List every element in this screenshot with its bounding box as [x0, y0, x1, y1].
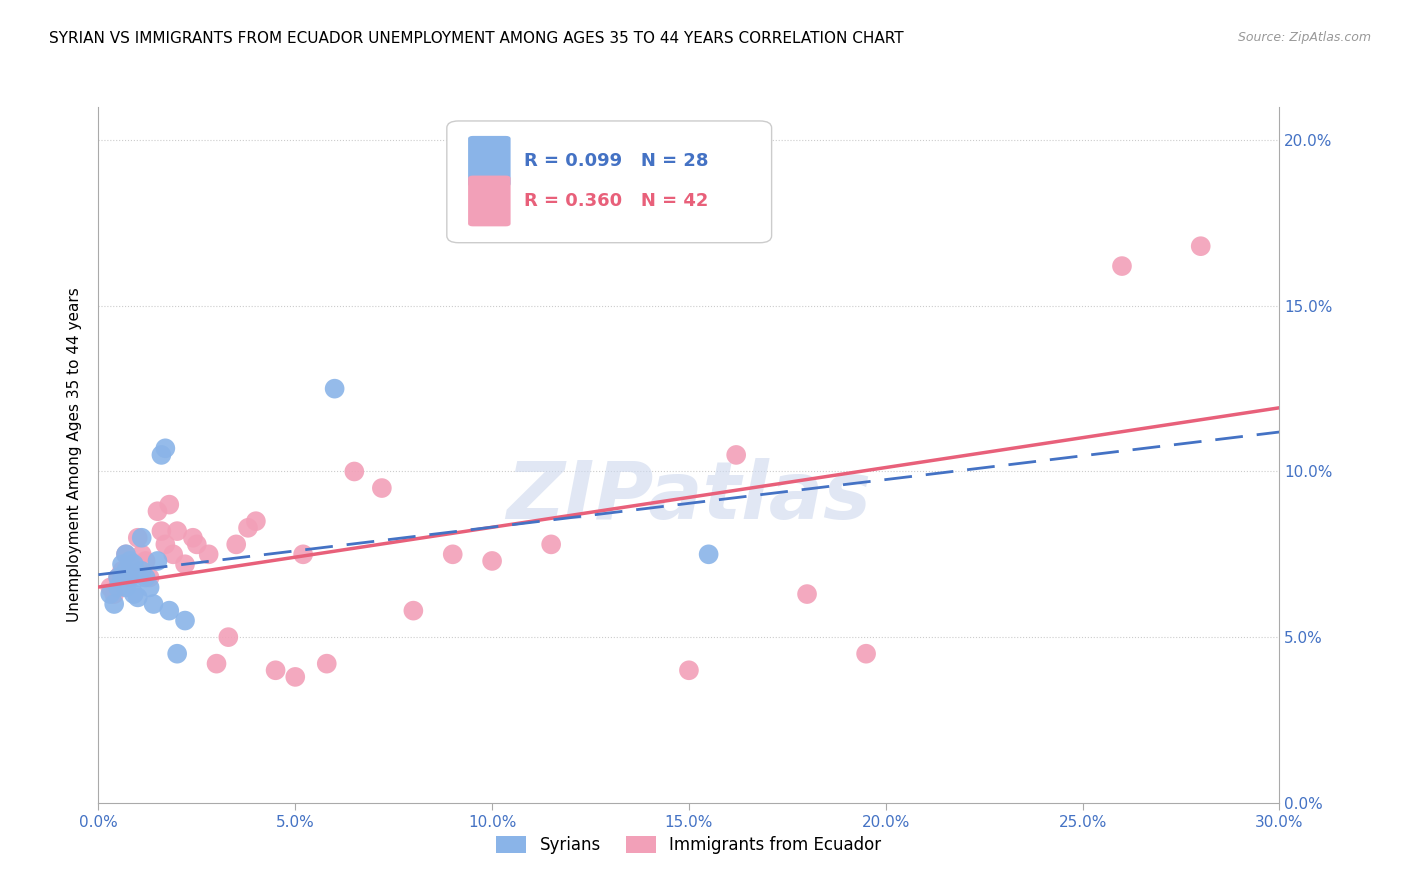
Point: [1189, 239, 1212, 253]
Point: [697, 547, 720, 561]
Point: [115, 547, 138, 561]
Point: [315, 657, 337, 671]
Point: [323, 382, 346, 396]
Point: [205, 657, 228, 671]
Point: [146, 554, 169, 568]
Text: R = 0.360   N = 42: R = 0.360 N = 42: [523, 192, 709, 210]
Y-axis label: Unemployment Among Ages 35 to 44 years: Unemployment Among Ages 35 to 44 years: [67, 287, 83, 623]
Point: [855, 647, 877, 661]
Point: [118, 570, 141, 584]
Point: [107, 570, 129, 584]
Point: [131, 564, 153, 578]
Point: [150, 524, 173, 538]
Point: [135, 570, 157, 584]
Point: [162, 547, 184, 561]
Point: [174, 558, 197, 572]
Point: [481, 554, 503, 568]
Point: [217, 630, 239, 644]
Point: [292, 547, 315, 561]
Point: [122, 587, 145, 601]
FancyBboxPatch shape: [468, 176, 510, 227]
Point: [264, 663, 287, 677]
Point: [225, 537, 247, 551]
Point: [146, 504, 169, 518]
Point: [166, 524, 188, 538]
Point: [131, 531, 153, 545]
Point: [166, 647, 188, 661]
Point: [103, 597, 125, 611]
Point: [155, 442, 177, 456]
Point: [118, 570, 141, 584]
Point: [441, 547, 464, 561]
Text: SYRIAN VS IMMIGRANTS FROM ECUADOR UNEMPLOYMENT AMONG AGES 35 TO 44 YEARS CORRELA: SYRIAN VS IMMIGRANTS FROM ECUADOR UNEMPL…: [49, 31, 904, 46]
Point: [122, 558, 145, 572]
Point: [135, 554, 157, 568]
Point: [131, 547, 153, 561]
Point: [138, 581, 160, 595]
Point: [245, 514, 267, 528]
Point: [157, 498, 180, 512]
Point: [284, 670, 307, 684]
Point: [115, 547, 138, 561]
Point: [107, 581, 129, 595]
Point: [157, 604, 180, 618]
Point: [122, 558, 145, 572]
Point: [118, 554, 141, 568]
Point: [181, 531, 204, 545]
Point: [107, 570, 129, 584]
Point: [186, 537, 208, 551]
Point: [115, 564, 138, 578]
Text: R = 0.099   N = 28: R = 0.099 N = 28: [523, 153, 709, 170]
Text: Source: ZipAtlas.com: Source: ZipAtlas.com: [1237, 31, 1371, 45]
Point: [142, 597, 165, 611]
Point: [103, 587, 125, 601]
Point: [540, 537, 562, 551]
Point: [127, 591, 149, 605]
Point: [115, 581, 138, 595]
Point: [127, 531, 149, 545]
Point: [111, 570, 134, 584]
Point: [402, 604, 425, 618]
Point: [111, 564, 134, 578]
Point: [127, 570, 149, 584]
FancyBboxPatch shape: [468, 136, 510, 186]
Point: [371, 481, 394, 495]
Point: [174, 614, 197, 628]
Point: [98, 581, 121, 595]
Point: [155, 537, 177, 551]
Point: [1111, 259, 1133, 273]
Point: [138, 570, 160, 584]
Point: [236, 521, 259, 535]
Point: [150, 448, 173, 462]
Point: [197, 547, 219, 561]
Point: [98, 587, 121, 601]
Text: ZIPatlas: ZIPatlas: [506, 458, 872, 536]
Point: [678, 663, 700, 677]
FancyBboxPatch shape: [447, 121, 772, 243]
Point: [111, 558, 134, 572]
Point: [796, 587, 818, 601]
Point: [725, 448, 748, 462]
Legend: Syrians, Immigrants from Ecuador: Syrians, Immigrants from Ecuador: [489, 829, 889, 861]
Point: [343, 465, 366, 479]
